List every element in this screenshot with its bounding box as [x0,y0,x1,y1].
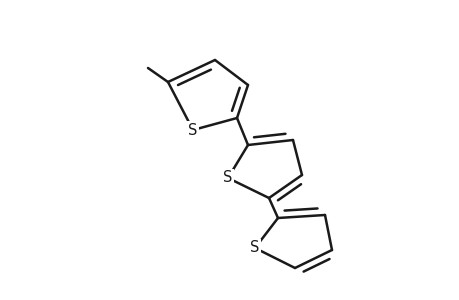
Text: S: S [250,241,259,256]
Text: S: S [188,122,197,137]
Text: S: S [223,170,232,185]
